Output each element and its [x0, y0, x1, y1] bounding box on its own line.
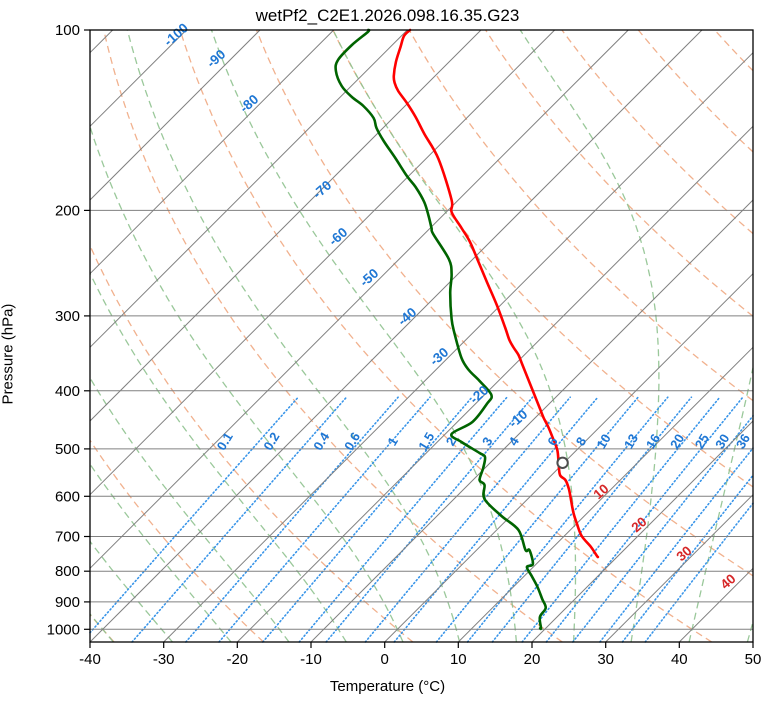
svg-text:300: 300 [55, 308, 80, 325]
svg-text:400: 400 [55, 383, 80, 400]
svg-text:-10: -10 [300, 651, 322, 668]
svg-text:1000: 1000 [47, 621, 80, 638]
svg-text:-40: -40 [79, 651, 101, 668]
svg-text:600: 600 [55, 488, 80, 505]
svg-text:-20: -20 [226, 651, 248, 668]
svg-text:-30: -30 [153, 651, 175, 668]
svg-text:200: 200 [55, 202, 80, 219]
svg-text:40: 40 [671, 651, 688, 668]
svg-text:30: 30 [597, 651, 614, 668]
svg-text:800: 800 [55, 563, 80, 580]
svg-text:900: 900 [55, 594, 80, 611]
svg-text:50: 50 [745, 651, 762, 668]
svg-text:500: 500 [55, 441, 80, 458]
svg-text:20: 20 [524, 651, 541, 668]
svg-text:10: 10 [450, 651, 467, 668]
svg-text:700: 700 [55, 529, 80, 546]
svg-text:0: 0 [381, 651, 389, 668]
